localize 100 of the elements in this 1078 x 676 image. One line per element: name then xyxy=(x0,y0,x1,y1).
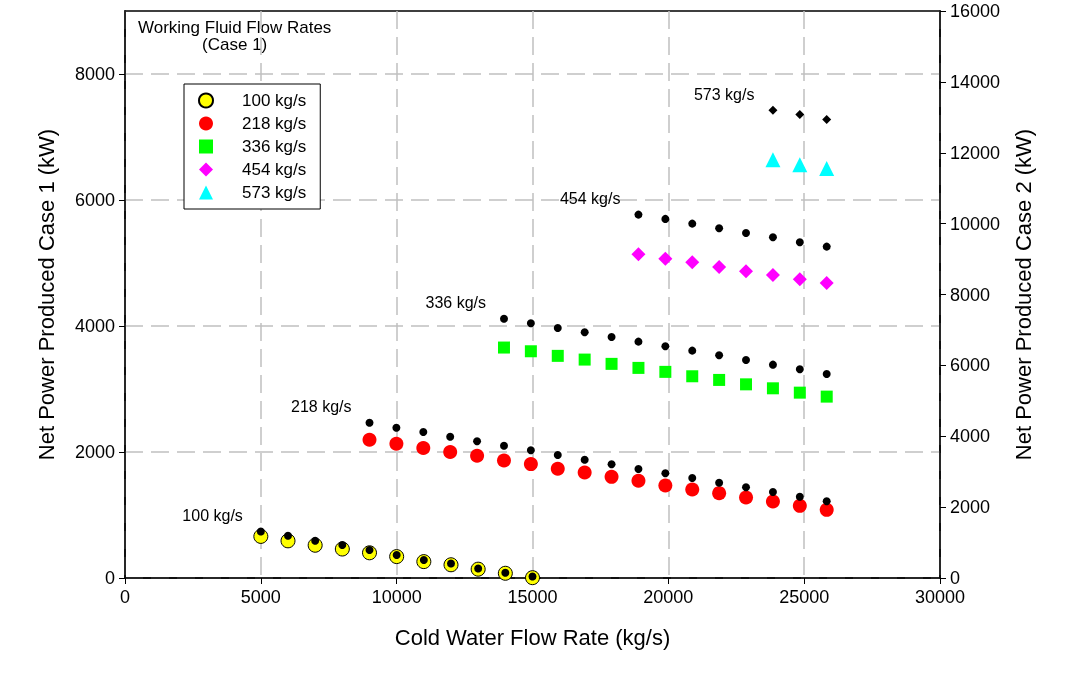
y2-tick-label: 2000 xyxy=(950,497,991,518)
point xyxy=(362,432,377,447)
x-tick-label: 30000 xyxy=(914,587,966,607)
y2-tick-label: 14000 xyxy=(950,71,1001,92)
y2-tick-label: 0 xyxy=(950,568,961,588)
y2-tick-label: 16000 xyxy=(950,1,1001,21)
point xyxy=(793,386,806,399)
point xyxy=(605,357,618,370)
point xyxy=(256,527,265,536)
legend-label: 454 kg/s xyxy=(242,160,307,179)
point xyxy=(715,224,724,233)
point xyxy=(658,478,673,493)
point xyxy=(685,482,700,497)
point xyxy=(550,461,565,476)
point xyxy=(524,345,537,358)
point xyxy=(499,314,508,323)
y2-tick-label: 6000 xyxy=(950,355,991,376)
point xyxy=(685,255,700,270)
point xyxy=(792,157,808,173)
point xyxy=(713,373,726,386)
point xyxy=(715,478,724,487)
point xyxy=(578,353,591,366)
point xyxy=(473,437,482,446)
point xyxy=(526,319,535,328)
y-tick-label: 2000 xyxy=(74,442,115,462)
point xyxy=(712,486,727,501)
point xyxy=(446,432,455,441)
point xyxy=(740,378,753,391)
y2-tick-label: 12000 xyxy=(950,142,1001,163)
point xyxy=(577,465,592,480)
x-tick-label: 25000 xyxy=(779,587,830,607)
point xyxy=(766,382,779,395)
point xyxy=(523,457,538,472)
x-tick-label: 5000 xyxy=(240,587,281,607)
point xyxy=(499,441,508,450)
point xyxy=(634,465,643,473)
point xyxy=(580,455,589,464)
y2-tick-label: 4000 xyxy=(950,426,991,447)
point xyxy=(631,247,646,262)
point xyxy=(661,469,670,478)
point xyxy=(553,450,562,459)
point xyxy=(661,342,670,351)
point xyxy=(768,105,778,115)
point xyxy=(311,536,320,545)
point xyxy=(365,418,374,427)
point xyxy=(634,210,643,219)
point xyxy=(659,365,672,378)
point xyxy=(416,441,431,456)
point xyxy=(688,346,697,355)
point xyxy=(632,361,645,374)
point xyxy=(553,323,562,332)
x-axis-title: Cold Water Flow Rate (kg/s) xyxy=(394,624,671,650)
point xyxy=(822,369,831,378)
point xyxy=(795,110,805,120)
y2-tick-label: 8000 xyxy=(950,284,991,305)
x-tick-label: 0 xyxy=(119,587,131,607)
point xyxy=(607,332,616,341)
point xyxy=(688,474,697,482)
series-label: 100 kg/s xyxy=(182,507,243,525)
point xyxy=(604,469,619,484)
point xyxy=(742,228,751,237)
point xyxy=(661,214,670,223)
point xyxy=(631,473,646,488)
point xyxy=(688,219,697,228)
y-tick-label: 0 xyxy=(104,568,115,588)
legend-label: 218 kg/s xyxy=(242,114,307,133)
x-tick-label: 10000 xyxy=(371,587,422,607)
legend-title: Working Fluid Flow Rates (Case 1) xyxy=(138,18,332,54)
point xyxy=(742,355,751,364)
point xyxy=(795,365,804,374)
y-tick-label: 4000 xyxy=(74,316,115,336)
series-label: 218 kg/s xyxy=(291,398,352,416)
y-axis-title: Net Power Produced Case 1 (kW) xyxy=(33,128,59,461)
point xyxy=(765,494,780,509)
point xyxy=(820,390,833,403)
point xyxy=(768,233,777,242)
point xyxy=(551,349,564,362)
point xyxy=(822,115,832,125)
point xyxy=(686,370,699,383)
series-label: 573 kg/s xyxy=(693,85,755,103)
point xyxy=(580,328,589,337)
point xyxy=(795,492,804,501)
y-tick-label: 8000 xyxy=(74,64,115,84)
point xyxy=(739,264,754,279)
point xyxy=(819,161,835,176)
point xyxy=(497,341,510,354)
legend-label: 336 kg/s xyxy=(242,137,307,156)
y2-tick-label: 10000 xyxy=(950,213,1001,234)
point xyxy=(419,427,428,436)
point xyxy=(392,423,401,432)
point xyxy=(819,276,834,291)
point xyxy=(443,445,458,460)
point xyxy=(819,502,834,517)
legend-label: 573 kg/s xyxy=(242,183,307,202)
x-tick-label: 15000 xyxy=(507,587,558,607)
point xyxy=(470,448,485,463)
point xyxy=(496,453,511,468)
point xyxy=(822,242,831,251)
point xyxy=(715,351,724,360)
point xyxy=(768,360,777,369)
